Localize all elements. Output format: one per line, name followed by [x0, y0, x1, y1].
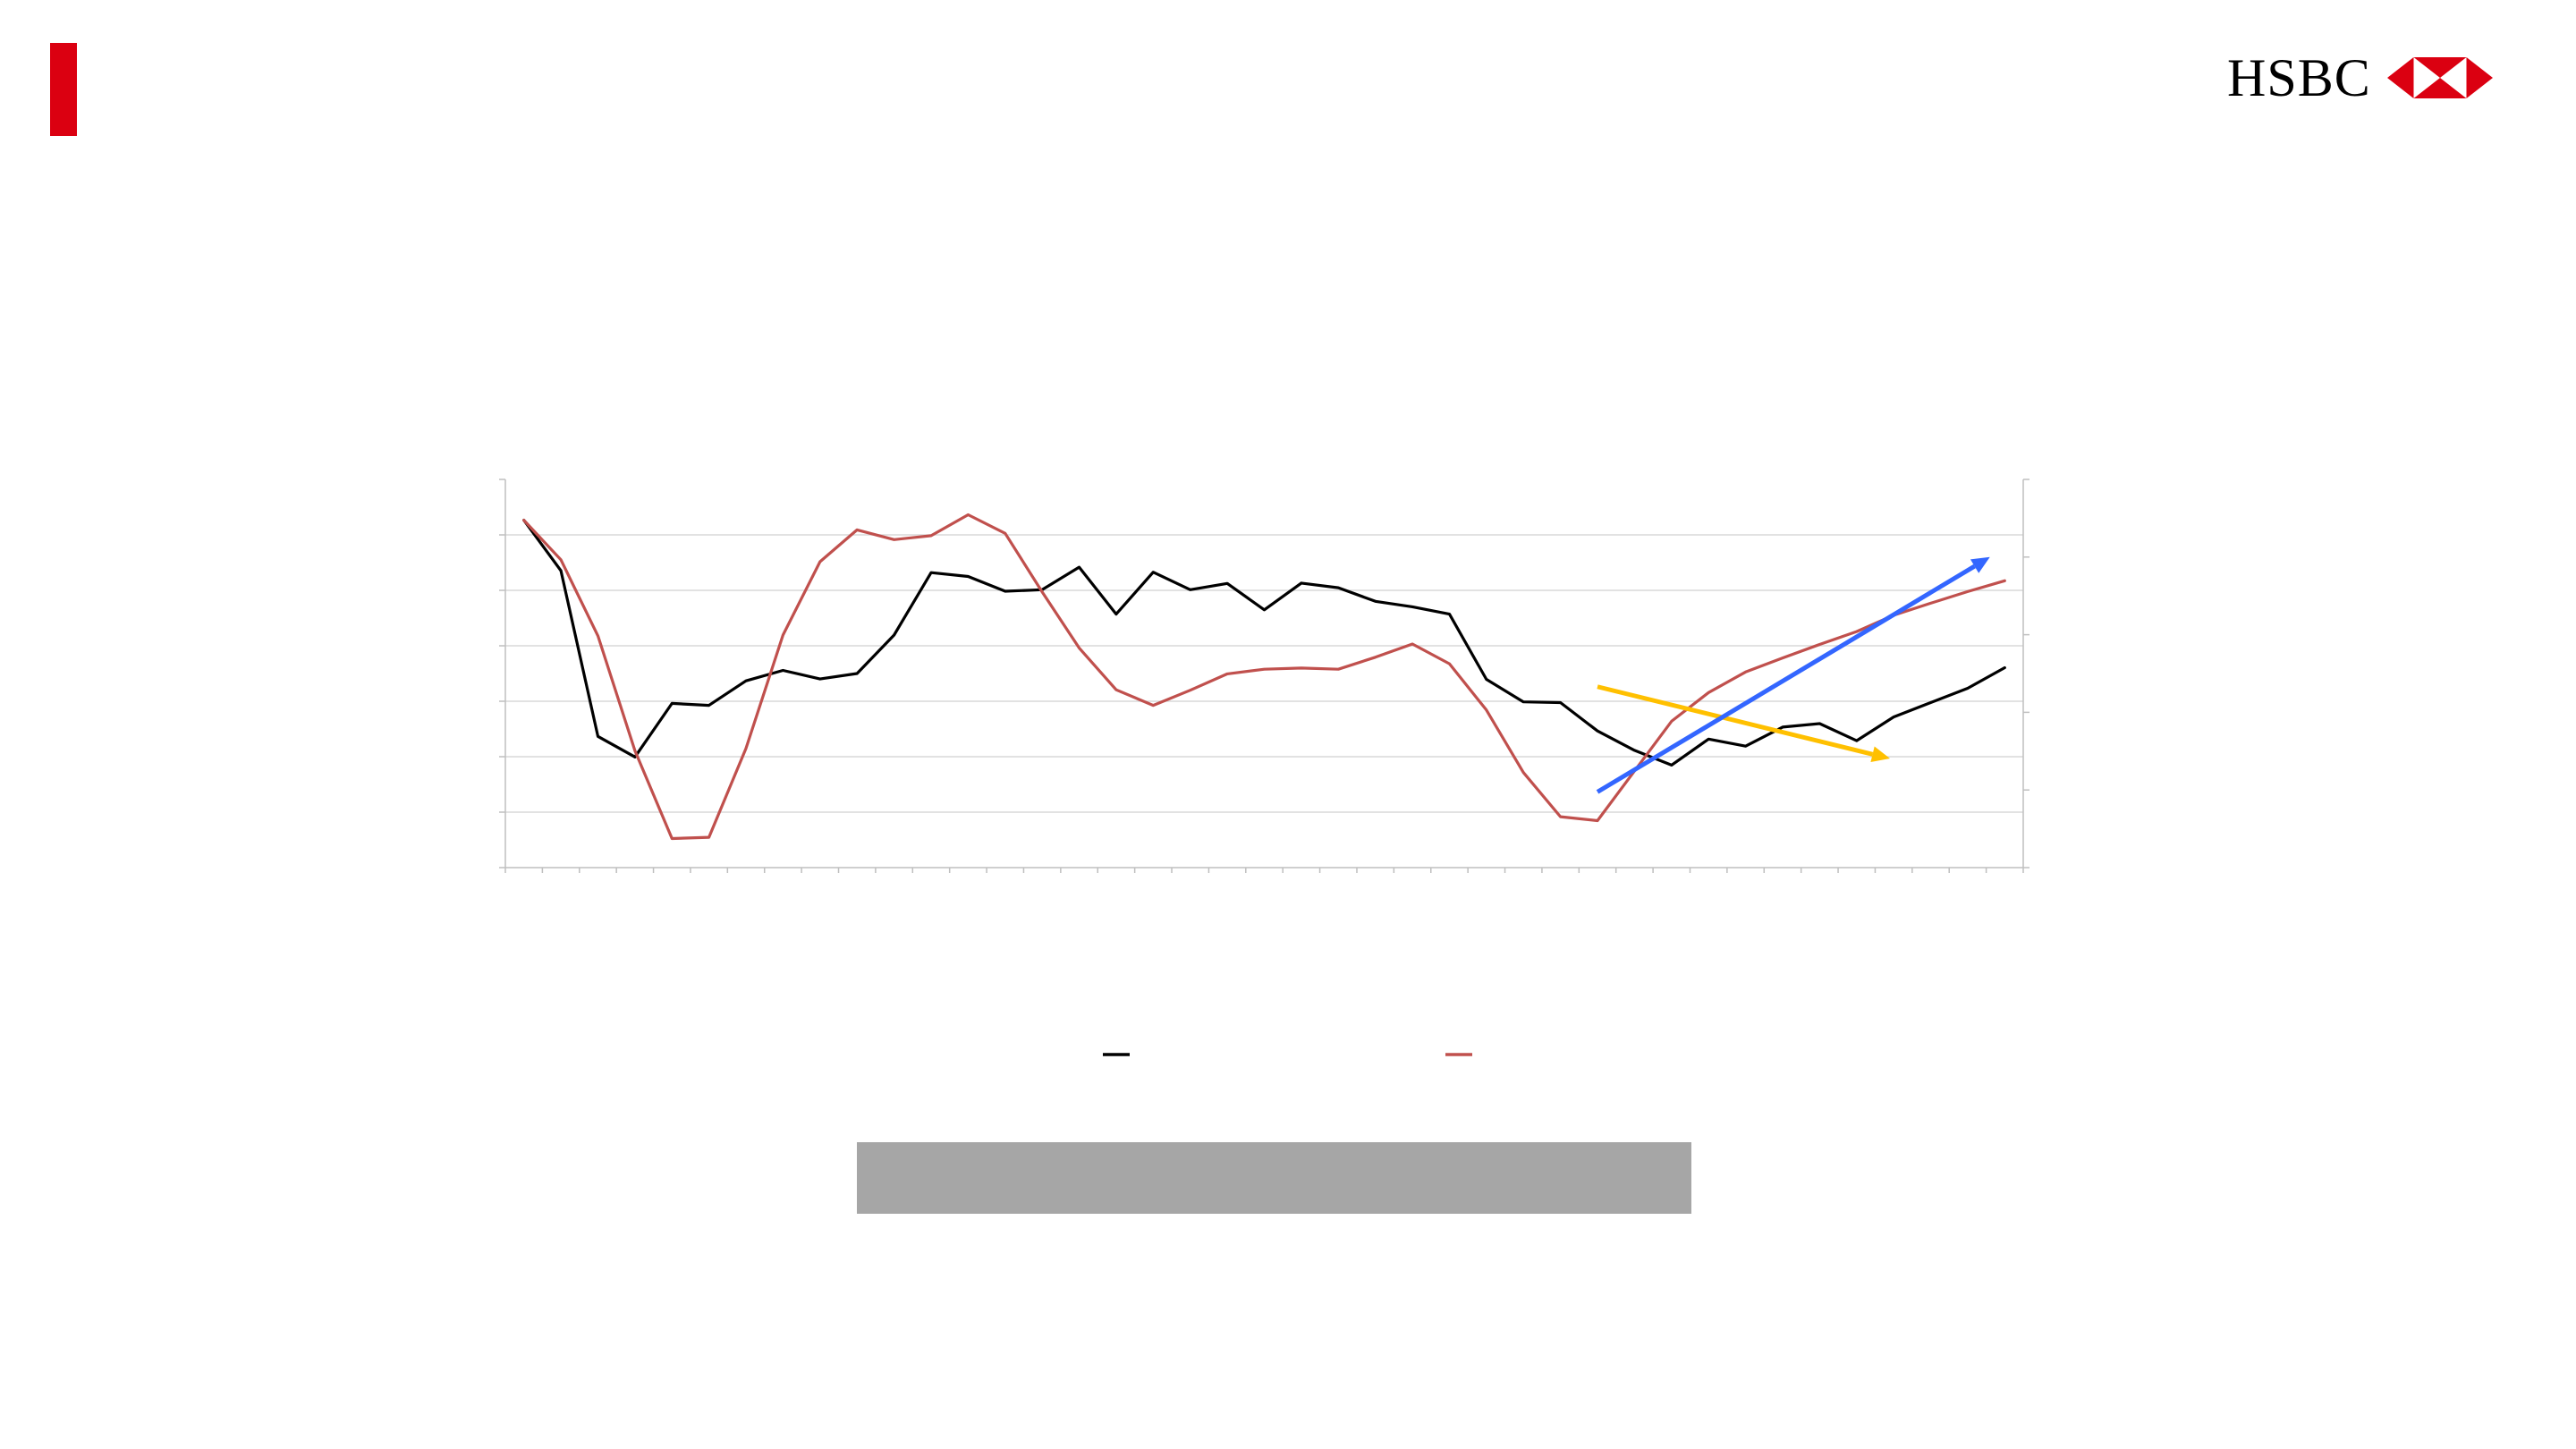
brand-accent-bar — [50, 43, 77, 136]
series-line-2 — [522, 513, 2006, 841]
series-line-1 — [522, 518, 2006, 767]
hsbc-hexagon-icon — [2386, 57, 2493, 98]
trend-arrow-1 — [1597, 684, 1874, 757]
trend-arrow-head-1 — [1870, 746, 1890, 763]
trend-arrow-head-2 — [1970, 556, 1990, 573]
chart-annotations — [1596, 556, 1990, 794]
hsbc-logo-text: HSBC — [2227, 48, 2371, 107]
chart-series — [522, 513, 2006, 841]
chart-gridlines — [505, 534, 2023, 813]
caption-box — [857, 1142, 1691, 1214]
trend-arrow-2 — [1596, 564, 1976, 794]
chart-axes — [499, 479, 2029, 873]
hsbc-logo: HSBC — [2227, 47, 2493, 109]
